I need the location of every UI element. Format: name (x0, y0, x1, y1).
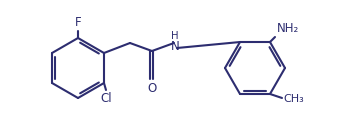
Text: CH₃: CH₃ (283, 94, 304, 104)
Text: F: F (75, 16, 81, 29)
Text: Cl: Cl (100, 92, 112, 105)
Text: H: H (171, 31, 179, 41)
Text: N: N (171, 41, 179, 53)
Text: NH₂: NH₂ (277, 22, 299, 35)
Text: O: O (147, 82, 156, 95)
